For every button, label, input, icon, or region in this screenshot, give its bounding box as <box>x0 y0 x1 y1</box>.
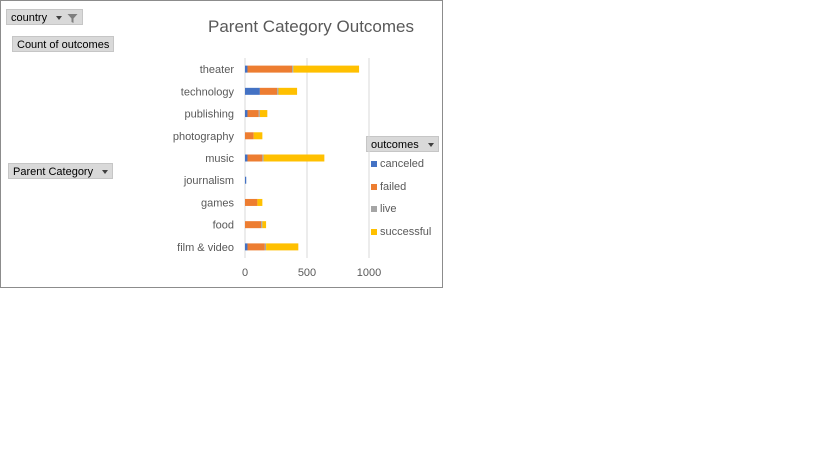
bar-successful[interactable] <box>262 221 267 229</box>
legend-field-label: outcomes <box>371 139 419 151</box>
bar-failed[interactable] <box>247 154 263 162</box>
category-label: music <box>205 153 234 165</box>
x-tick-label: 1000 <box>357 267 381 279</box>
bar-failed[interactable] <box>247 243 265 251</box>
chart-title: Parent Category Outcomes <box>208 17 414 36</box>
legend-label-canceled: canceled <box>380 158 425 170</box>
x-tick-label: 500 <box>298 267 316 279</box>
category-label: theater <box>200 64 235 76</box>
bar-successful[interactable] <box>253 132 263 140</box>
chevron-down-icon <box>56 16 63 21</box>
bar-canceled[interactable] <box>245 110 248 118</box>
bar-failed[interactable] <box>247 110 259 118</box>
bar-canceled[interactable] <box>245 87 260 95</box>
bar-live[interactable] <box>261 221 263 229</box>
legend-field-button[interactable]: outcomes <box>366 136 439 152</box>
chart-area: country Count of outcomes Parent Categor… <box>0 0 443 288</box>
axis-field-label: Parent Category <box>13 166 94 178</box>
bar-successful[interactable] <box>266 243 299 251</box>
category-label: photography <box>173 131 235 143</box>
category-label: publishing <box>184 109 234 121</box>
legend-swatch-successful <box>371 229 377 235</box>
category-label: technology <box>181 86 235 98</box>
category-label: food <box>213 220 234 232</box>
category-label: film & video <box>177 242 234 254</box>
country-filter-label: country <box>11 12 48 24</box>
bar-failed[interactable] <box>245 221 262 229</box>
chevron-down-icon <box>102 170 109 175</box>
bar-canceled[interactable] <box>245 243 248 251</box>
bar-chart-plot: 0 500 1000 theater technology publishing photo… <box>173 58 381 279</box>
bar-failed[interactable] <box>245 198 258 206</box>
country-filter-button[interactable]: country <box>6 9 84 25</box>
legend-label-failed: failed <box>380 181 407 193</box>
legend-label-successful: successful <box>380 226 432 238</box>
bar-live[interactable] <box>258 110 260 118</box>
bar-failed[interactable] <box>259 87 278 95</box>
filter-funnel-icon <box>67 13 78 23</box>
values-field-label: Count of outcomes <box>17 39 110 51</box>
bar-failed[interactable] <box>245 132 254 140</box>
bar-live[interactable] <box>264 243 267 251</box>
bar-live[interactable] <box>292 65 294 73</box>
bar-canceled[interactable] <box>245 65 248 73</box>
category-label: journalism <box>183 175 234 187</box>
bar-successful[interactable] <box>293 65 360 73</box>
x-tick-label: 0 <box>242 267 248 279</box>
bar-successful[interactable] <box>278 87 298 95</box>
bar-canceled[interactable] <box>245 154 248 162</box>
legend-label-live: live <box>380 203 397 215</box>
axis-field-button[interactable]: Parent Category <box>8 163 114 179</box>
values-field-button[interactable]: Count of outcomes <box>12 36 115 52</box>
chevron-down-icon <box>427 143 434 148</box>
bar-successful[interactable] <box>259 110 268 118</box>
bar-live[interactable] <box>262 154 264 162</box>
category-label: games <box>201 197 235 209</box>
bar-failed[interactable] <box>247 65 293 73</box>
legend-swatch-live <box>371 206 377 212</box>
bar-successful[interactable] <box>263 154 325 162</box>
legend-swatch-canceled <box>371 161 377 167</box>
bar-canceled[interactable] <box>245 176 247 184</box>
bar-live[interactable] <box>277 87 279 95</box>
legend-swatch-failed <box>371 184 377 190</box>
bar-successful[interactable] <box>257 198 263 206</box>
